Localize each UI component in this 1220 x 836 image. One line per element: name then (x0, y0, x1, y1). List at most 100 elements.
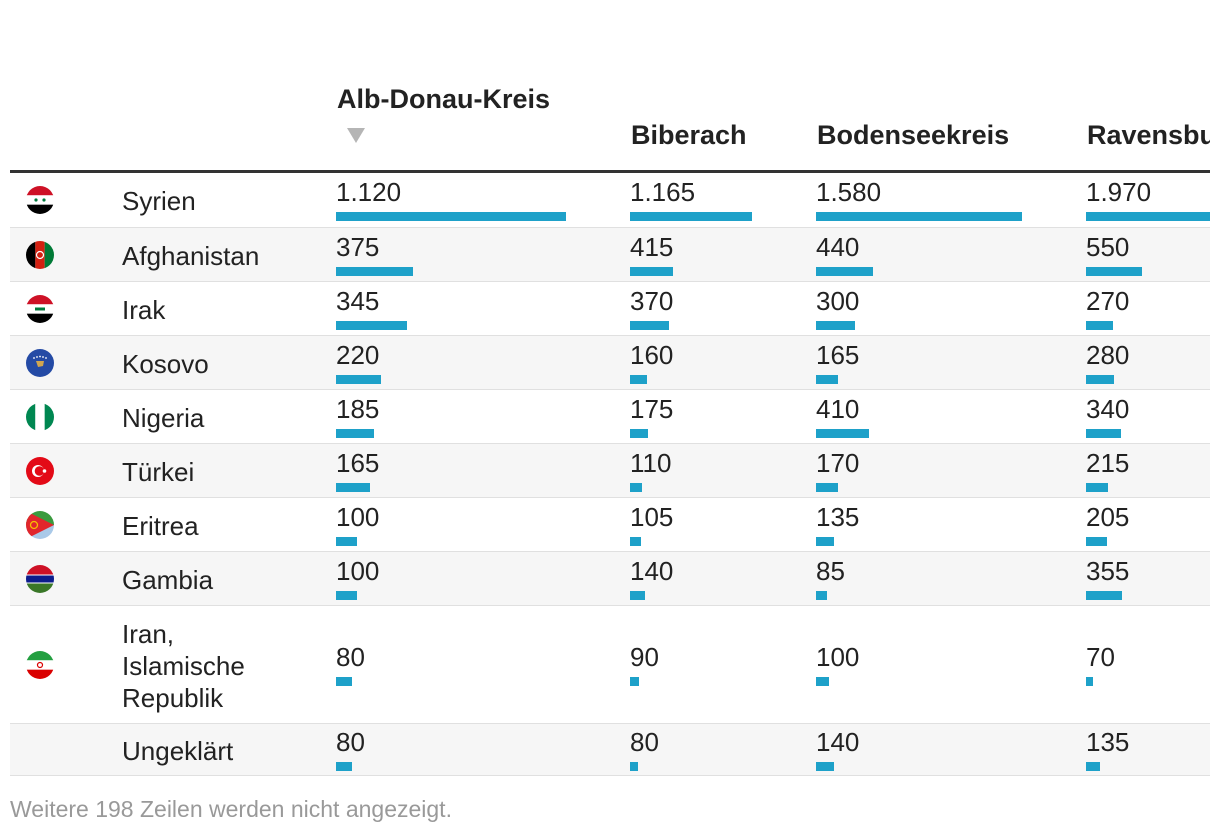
cell-value: 100 (336, 556, 380, 586)
cell-value: 165 (816, 340, 860, 370)
cell-value: 1.970 (1086, 177, 1152, 207)
cell-biberach: 90 (630, 643, 659, 686)
cell-value: 1.120 (336, 177, 402, 207)
cell-value: 205 (1086, 502, 1130, 532)
table-row-syrien: Syrien 1.120 1.165 1.580 1.970 (10, 172, 1210, 228)
cell-biberach: 105 (630, 503, 673, 546)
value-bar (1086, 429, 1121, 438)
cell-value: 215 (1086, 448, 1130, 478)
cell-biberach: 415 (630, 233, 673, 276)
gambia-flag-icon (26, 565, 54, 593)
value-bar (336, 537, 357, 546)
header-divider (10, 170, 1210, 173)
sort-descending-icon (347, 128, 365, 143)
iraq-flag-icon (26, 295, 54, 323)
value-bar (816, 677, 829, 686)
cell-value: 1.580 (816, 177, 882, 207)
cell-value: 160 (630, 340, 674, 370)
cell-alb-donau-kreis: 165 (336, 449, 379, 492)
footer-note: Weitere 198 Zeilen werden nicht angezeig… (10, 796, 452, 822)
cell-bodenseekreis: 135 (816, 503, 859, 546)
cell-value: 100 (336, 502, 380, 532)
table-row-nigeria: Nigeria 185 175 410 340 (10, 390, 1210, 444)
cell-bodenseekreis: 1.580 (816, 178, 1022, 221)
value-bar (816, 762, 834, 771)
country-label: Syrien (122, 186, 196, 216)
cell-value: 140 (630, 556, 674, 586)
cell-value: 100 (816, 642, 860, 672)
column-header-alb-donau-kreis[interactable]: Alb-Donau-Kreis (337, 84, 551, 114)
value-bar (816, 267, 873, 276)
cell-ravensburg: 70 (1086, 643, 1115, 686)
value-bar (630, 537, 641, 546)
country-label: Eritrea (122, 511, 199, 541)
value-bar (336, 267, 413, 276)
cell-value: 140 (816, 727, 860, 757)
cell-value: 410 (816, 394, 860, 424)
cell-value: 175 (630, 394, 674, 424)
column-header-bodenseekreis[interactable]: Bodenseekreis (817, 120, 1010, 150)
value-bar (816, 321, 855, 330)
value-bar (816, 212, 1022, 221)
value-bar (336, 677, 352, 686)
value-bar (816, 591, 827, 600)
cell-alb-donau-kreis: 345 (336, 287, 407, 330)
cell-value: 355 (1086, 556, 1130, 586)
table-row-afghanistan: Afghanistan 375 415 440 550 (10, 228, 1210, 282)
value-bar (1086, 537, 1107, 546)
cell-value: 300 (816, 286, 860, 316)
value-bar (336, 762, 352, 771)
country-label: Gambia (122, 565, 214, 595)
value-bar (816, 429, 869, 438)
value-bar (1086, 267, 1142, 276)
cell-value: 370 (630, 286, 674, 316)
nigeria-flag-icon (26, 403, 54, 431)
value-bar (630, 429, 648, 438)
cell-ravensburg: 340 (1086, 395, 1129, 438)
country-label: Ungeklärt (122, 736, 234, 766)
eritrea-flag-icon (26, 511, 54, 539)
cell-biberach: 370 (630, 287, 673, 330)
value-bar (630, 321, 669, 330)
column-header-ravensburg[interactable]: Ravensbu (1087, 120, 1210, 150)
cell-value: 270 (1086, 286, 1130, 316)
cell-value: 85 (816, 556, 845, 586)
table-row-eritrea: Eritrea 100 105 135 205 (10, 498, 1210, 552)
country-label: Kosovo (122, 349, 209, 379)
cell-value: 105 (630, 502, 674, 532)
value-bar (1086, 762, 1100, 771)
cell-biberach: 175 (630, 395, 673, 438)
cell-bodenseekreis: 410 (816, 395, 869, 438)
cell-value: 280 (1086, 340, 1130, 370)
cell-bodenseekreis: 85 (816, 557, 845, 600)
cell-ravensburg: 280 (1086, 341, 1129, 384)
cell-ravensburg: 550 (1086, 233, 1142, 276)
column-header-biberach[interactable]: Biberach (631, 120, 747, 150)
cell-value: 80 (336, 727, 365, 757)
afghanistan-flag-icon (26, 241, 54, 269)
cell-alb-donau-kreis: 1.120 (336, 178, 566, 221)
cell-ravensburg: 205 (1086, 503, 1129, 546)
kosovo-flag-icon (26, 349, 54, 377)
cell-value: 220 (336, 340, 380, 370)
cell-bodenseekreis: 440 (816, 233, 873, 276)
cell-alb-donau-kreis: 80 (336, 728, 365, 771)
value-bar (630, 677, 639, 686)
value-bar (1086, 591, 1122, 600)
cell-value: 135 (1086, 727, 1130, 757)
cell-value: 440 (816, 232, 860, 262)
cell-ravensburg: 135 (1086, 728, 1129, 771)
table-row-irak: Irak 345 370 300 270 (10, 282, 1210, 336)
cell-value: 550 (1086, 232, 1130, 262)
value-bar (816, 483, 838, 492)
value-bar (1086, 321, 1113, 330)
country-label: Iran, Islamische Republik (122, 619, 245, 713)
cell-bodenseekreis: 300 (816, 287, 859, 330)
cell-alb-donau-kreis: 375 (336, 233, 413, 276)
cell-value: 90 (630, 642, 659, 672)
table-header: Alb-Donau-Kreis Biberach Bodenseekreis R… (10, 0, 1210, 173)
value-bar (816, 375, 838, 384)
value-bar (1086, 375, 1114, 384)
value-bar (630, 762, 638, 771)
value-bar (336, 375, 381, 384)
